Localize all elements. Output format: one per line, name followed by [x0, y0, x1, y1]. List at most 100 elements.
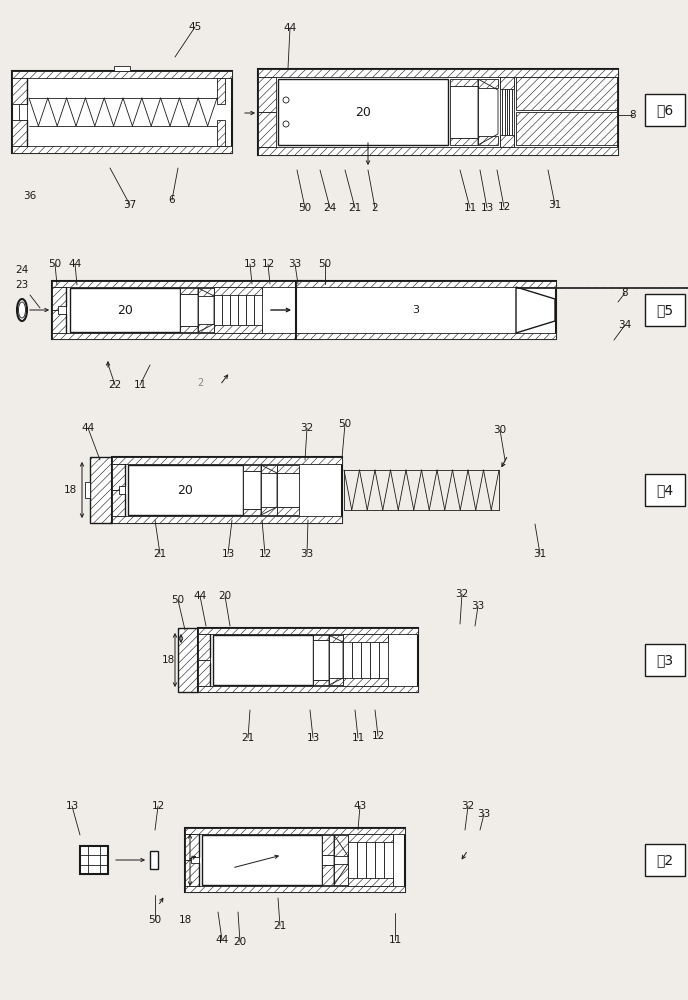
Bar [112, 490, 125, 516]
Bar [243, 465, 261, 471]
Bar [507, 77, 509, 147]
Bar [361, 635, 370, 685]
Bar [258, 147, 618, 155]
Bar [12, 146, 232, 153]
Text: 图6: 图6 [656, 103, 674, 117]
Text: 11: 11 [388, 935, 402, 945]
Bar [258, 69, 618, 155]
Text: 44: 44 [215, 935, 228, 945]
Bar [12, 120, 27, 146]
Text: 图5: 图5 [656, 303, 674, 317]
Text: 32: 32 [301, 423, 314, 433]
Text: 32: 32 [455, 589, 469, 599]
Text: 12: 12 [372, 731, 385, 741]
Text: 24: 24 [15, 265, 29, 275]
Bar [198, 324, 214, 332]
Bar [512, 77, 514, 147]
Bar [500, 135, 514, 147]
Bar [645, 844, 685, 876]
Bar [185, 860, 199, 886]
Text: 21: 21 [241, 733, 255, 743]
Text: 50: 50 [171, 595, 184, 605]
Bar [185, 886, 405, 892]
Bar [645, 294, 685, 326]
Text: 20: 20 [117, 304, 133, 316]
Bar [478, 136, 498, 145]
Text: 20: 20 [218, 591, 232, 601]
Bar [213, 635, 313, 685]
Bar [278, 79, 448, 145]
Text: 21: 21 [348, 203, 362, 213]
Text: 2: 2 [372, 203, 378, 213]
Bar [645, 474, 685, 506]
Bar [80, 846, 108, 874]
Bar [112, 464, 125, 490]
Bar [296, 333, 556, 339]
Bar [322, 855, 334, 865]
Bar [150, 851, 158, 869]
Bar [258, 77, 276, 112]
Text: 6: 6 [169, 195, 175, 205]
Text: 12: 12 [259, 549, 272, 559]
Text: 13: 13 [244, 259, 257, 269]
Text: 33: 33 [288, 259, 301, 269]
Bar [384, 835, 393, 885]
Text: 50: 50 [299, 203, 312, 213]
Text: 32: 32 [462, 801, 475, 811]
Bar [52, 281, 322, 287]
Bar [502, 77, 505, 147]
Text: 12: 12 [151, 801, 164, 811]
Bar [217, 120, 225, 146]
Circle shape [283, 121, 289, 127]
Text: 20: 20 [233, 937, 246, 947]
Bar [52, 333, 322, 339]
Text: 23: 23 [15, 280, 29, 290]
Bar [322, 865, 334, 885]
Text: 21: 21 [153, 549, 166, 559]
Bar [329, 678, 343, 685]
Bar [509, 77, 512, 147]
Bar [12, 78, 27, 104]
Text: 44: 44 [68, 259, 82, 269]
Text: 图2: 图2 [656, 853, 674, 867]
Text: 图3: 图3 [656, 653, 674, 667]
Bar [516, 112, 617, 145]
Bar [19, 104, 27, 120]
Bar [198, 634, 210, 660]
Bar [348, 878, 393, 886]
Bar [370, 635, 379, 685]
Bar [313, 635, 329, 640]
Text: 50: 50 [48, 259, 61, 269]
Bar [198, 628, 418, 634]
Bar [202, 835, 322, 885]
Text: 图4: 图4 [656, 483, 674, 497]
Bar [12, 71, 232, 78]
Bar [450, 86, 478, 138]
Bar [645, 644, 685, 676]
Bar [178, 628, 198, 692]
Text: 8: 8 [630, 110, 636, 120]
Text: 2: 2 [197, 378, 203, 388]
Bar [277, 507, 299, 515]
Bar [343, 678, 388, 686]
Text: 12: 12 [497, 202, 510, 212]
Bar [258, 112, 276, 147]
Bar [119, 486, 125, 494]
Bar [185, 828, 405, 892]
Text: 20: 20 [177, 484, 193, 496]
Text: 13: 13 [65, 801, 78, 811]
Bar [500, 77, 514, 89]
Text: 50: 50 [149, 915, 162, 925]
Bar [178, 628, 198, 692]
Bar [505, 77, 507, 147]
Bar [343, 634, 388, 642]
Bar [114, 66, 130, 71]
Bar [375, 835, 384, 885]
Text: 50: 50 [319, 259, 332, 269]
Bar [254, 288, 262, 332]
Text: 20: 20 [355, 105, 371, 118]
Bar [322, 835, 334, 855]
Bar [58, 306, 66, 314]
Bar [191, 857, 199, 863]
Bar [296, 281, 556, 287]
